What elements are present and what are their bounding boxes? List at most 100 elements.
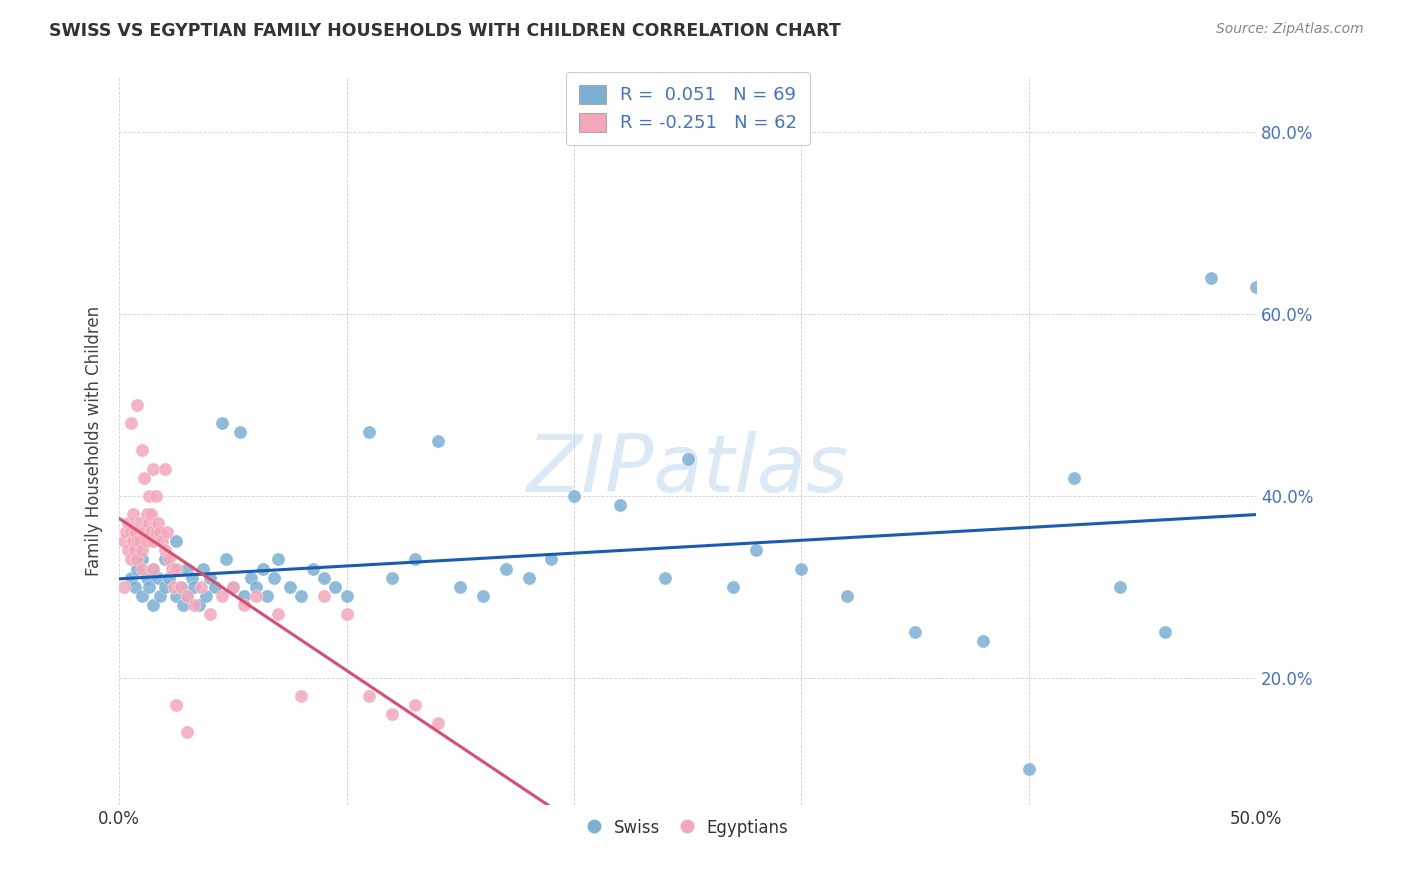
Point bbox=[200, 571, 222, 585]
Point bbox=[1154, 625, 1177, 640]
Point bbox=[127, 552, 149, 566]
Point bbox=[267, 552, 290, 566]
Point bbox=[676, 452, 699, 467]
Point bbox=[1018, 762, 1040, 776]
Point bbox=[146, 516, 169, 530]
Point bbox=[215, 552, 238, 566]
Text: Source: ZipAtlas.com: Source: ZipAtlas.com bbox=[1216, 22, 1364, 37]
Point bbox=[211, 589, 233, 603]
Point bbox=[200, 607, 222, 621]
Point bbox=[138, 516, 160, 530]
Point bbox=[122, 534, 145, 549]
Point bbox=[145, 489, 167, 503]
Point bbox=[124, 580, 146, 594]
Point bbox=[112, 534, 135, 549]
Point bbox=[381, 571, 404, 585]
Point bbox=[229, 425, 252, 439]
Point bbox=[145, 525, 167, 540]
Point bbox=[138, 580, 160, 594]
Point bbox=[245, 589, 267, 603]
Point bbox=[122, 507, 145, 521]
Point bbox=[449, 580, 471, 594]
Point bbox=[149, 589, 172, 603]
Point bbox=[745, 543, 768, 558]
Point bbox=[359, 425, 381, 439]
Point bbox=[323, 580, 346, 594]
Point bbox=[183, 580, 205, 594]
Point bbox=[972, 634, 994, 648]
Point bbox=[176, 589, 198, 603]
Point bbox=[193, 561, 215, 575]
Point bbox=[267, 607, 290, 621]
Point bbox=[131, 543, 153, 558]
Point bbox=[1199, 270, 1222, 285]
Point bbox=[120, 416, 142, 430]
Point bbox=[472, 589, 495, 603]
Point bbox=[127, 398, 149, 412]
Point bbox=[609, 498, 631, 512]
Point bbox=[426, 434, 449, 449]
Point bbox=[117, 543, 139, 558]
Point bbox=[190, 580, 212, 594]
Point bbox=[211, 416, 233, 430]
Point bbox=[139, 525, 162, 540]
Point bbox=[138, 489, 160, 503]
Point bbox=[904, 625, 927, 640]
Point bbox=[381, 707, 404, 722]
Point bbox=[115, 525, 138, 540]
Point bbox=[135, 534, 157, 549]
Point bbox=[131, 552, 153, 566]
Point bbox=[142, 598, 165, 612]
Point bbox=[723, 580, 745, 594]
Point bbox=[835, 589, 858, 603]
Point bbox=[194, 589, 217, 603]
Point bbox=[790, 561, 813, 575]
Point bbox=[139, 507, 162, 521]
Point bbox=[131, 443, 153, 458]
Point bbox=[312, 571, 335, 585]
Point bbox=[120, 525, 142, 540]
Point bbox=[163, 580, 186, 594]
Point bbox=[124, 525, 146, 540]
Point bbox=[153, 552, 176, 566]
Point bbox=[135, 571, 157, 585]
Point bbox=[117, 516, 139, 530]
Point bbox=[176, 725, 198, 739]
Point bbox=[120, 552, 142, 566]
Point bbox=[256, 589, 278, 603]
Point bbox=[301, 561, 323, 575]
Point bbox=[204, 580, 226, 594]
Point bbox=[336, 589, 359, 603]
Point bbox=[128, 516, 150, 530]
Point bbox=[404, 552, 426, 566]
Point bbox=[165, 534, 187, 549]
Point bbox=[263, 571, 285, 585]
Point bbox=[142, 561, 165, 575]
Point bbox=[290, 589, 312, 603]
Point bbox=[1063, 470, 1085, 484]
Point bbox=[172, 598, 194, 612]
Point bbox=[131, 589, 153, 603]
Point bbox=[181, 571, 204, 585]
Point bbox=[152, 534, 174, 549]
Point bbox=[1108, 580, 1130, 594]
Point bbox=[153, 543, 176, 558]
Point bbox=[127, 534, 149, 549]
Point bbox=[149, 525, 172, 540]
Point bbox=[120, 571, 142, 585]
Text: SWISS VS EGYPTIAN FAMILY HOUSEHOLDS WITH CHILDREN CORRELATION CHART: SWISS VS EGYPTIAN FAMILY HOUSEHOLDS WITH… bbox=[49, 22, 841, 40]
Point bbox=[165, 698, 187, 712]
Point bbox=[153, 580, 176, 594]
Point bbox=[654, 571, 676, 585]
Point bbox=[245, 580, 267, 594]
Point bbox=[134, 470, 156, 484]
Point bbox=[165, 589, 187, 603]
Point bbox=[183, 598, 205, 612]
Point bbox=[170, 580, 193, 594]
Point bbox=[153, 461, 176, 475]
Point bbox=[157, 571, 180, 585]
Point bbox=[359, 689, 381, 703]
Point bbox=[336, 607, 359, 621]
Point bbox=[1246, 279, 1268, 293]
Point bbox=[540, 552, 562, 566]
